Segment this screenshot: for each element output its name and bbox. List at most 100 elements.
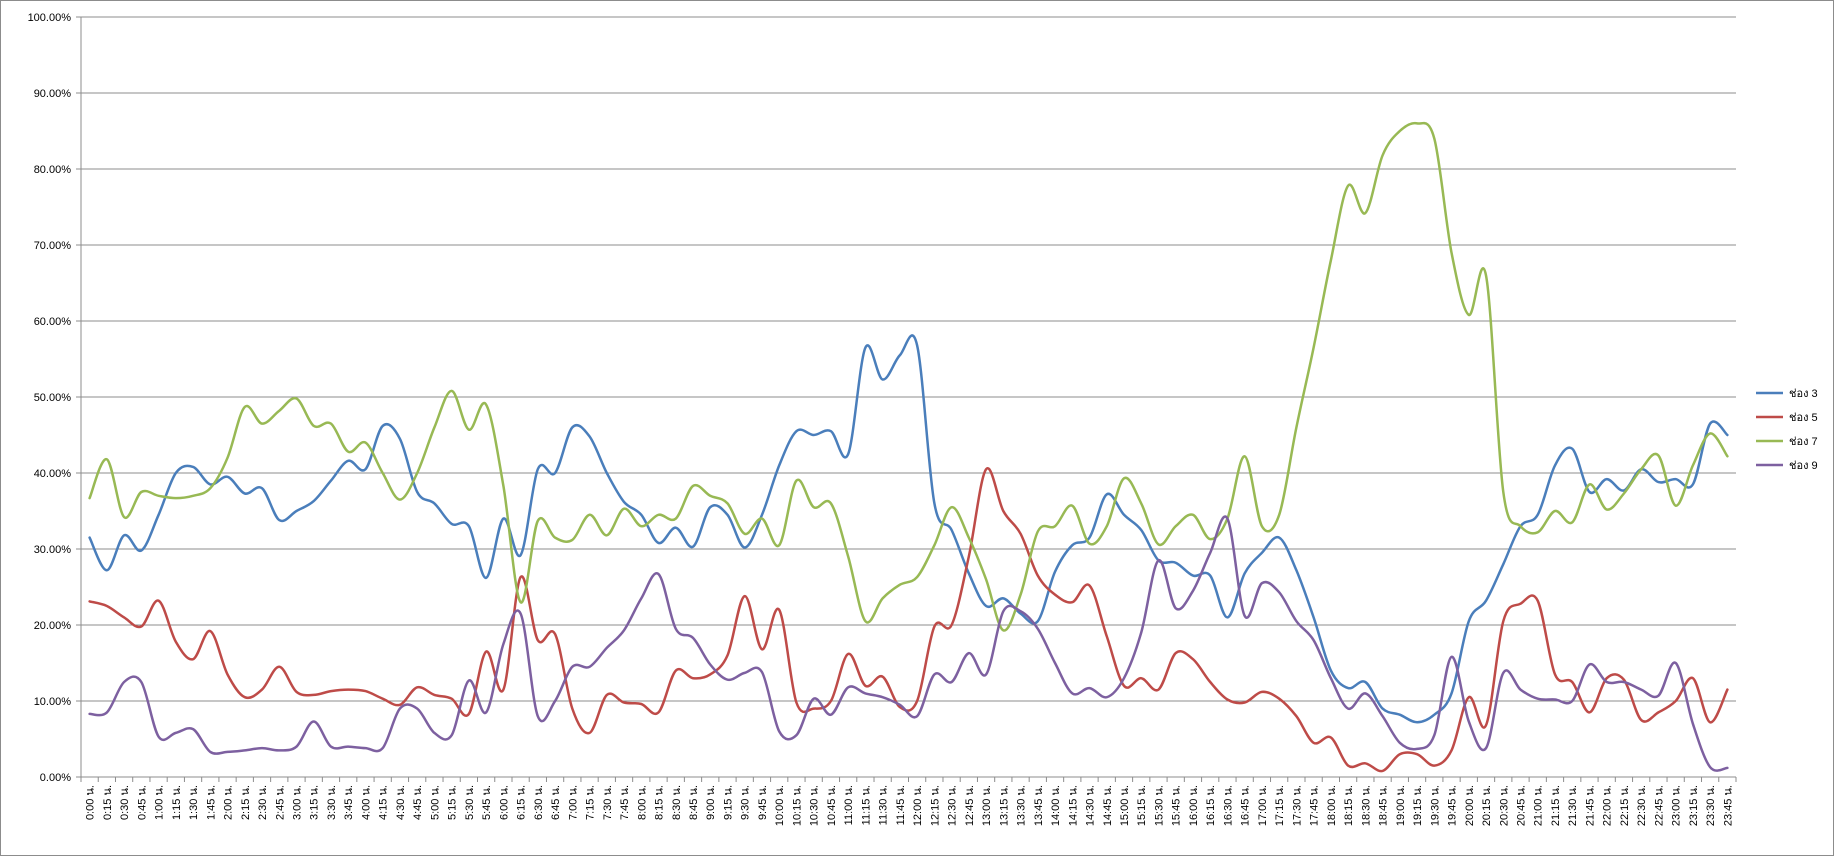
series-line-2 [88, 467, 1729, 773]
x-tick-label: 6:15 น. [516, 785, 528, 820]
x-tick-label: 22:45 น. [1653, 785, 1665, 826]
x-tick-label: 4:45 น. [412, 785, 424, 820]
x-tick-label: 10:15 น. [791, 785, 803, 826]
x-tick-label: 23:00 น. [1671, 785, 1683, 826]
axes [76, 16, 1737, 782]
legend-label-3: ช่อง 7 [1789, 436, 1818, 448]
x-tick-label: 7:00 น. [567, 785, 579, 820]
x-tick-label: 17:00 น. [1257, 785, 1269, 826]
x-tick-label: 10:45 น. [826, 785, 838, 826]
gridlines [81, 16, 1736, 702]
x-tick-label: 20:45 น. [1516, 785, 1528, 826]
legend: ช่อง 3 ช่อง 5 ช่อง 7 ช่อง 9 [1756, 388, 1818, 472]
x-tick-label: 0:00 น. [85, 785, 97, 820]
x-tick-label: 13:00 น. [981, 785, 993, 826]
x-tick-label: 8:00 น. [636, 785, 648, 820]
x-tick-label: 8:45 น. [688, 785, 700, 820]
legend-label-1: ช่อง 3 [1789, 388, 1818, 400]
x-tick-label: 18:00 น. [1326, 785, 1338, 826]
x-tick-label: 3:15 น. [309, 785, 321, 820]
x-tick-label: 8:15 น. [654, 785, 666, 820]
x-tick-label: 22:15 น. [1619, 785, 1631, 826]
x-tick-label: 19:00 น. [1395, 785, 1407, 826]
x-tick-label: 7:15 น. [585, 785, 597, 820]
x-tick-label: 0:45 น. [136, 785, 148, 820]
x-tick-label: 2:15 น. [240, 785, 252, 820]
x-tick-label: 11:00 น. [843, 785, 855, 825]
y-tick-label: 90.00% [34, 88, 72, 100]
y-tick-label: 70.00% [34, 240, 72, 252]
x-tick-label: 11:15 น. [860, 785, 872, 825]
x-tick-label: 21:00 น. [1533, 785, 1545, 826]
series-lines [88, 121, 1729, 773]
y-tick-label: 80.00% [34, 164, 72, 176]
x-tick-label: 14:45 น. [1102, 785, 1114, 826]
x-tick-label: 16:45 น. [1240, 785, 1252, 826]
x-tick-label: 8:30 น. [671, 785, 683, 820]
x-tick-label: 21:45 น. [1584, 785, 1596, 826]
y-tick-label: 40.00% [34, 468, 72, 480]
y-tick-label: 0.00% [40, 772, 71, 784]
x-tick-label: 7:30 น. [602, 785, 614, 820]
legend-label-4: ช่อง 9 [1789, 460, 1818, 472]
x-tick-label: 4:00 น. [360, 785, 372, 820]
x-tick-label: 16:15 น. [1205, 785, 1217, 826]
x-tick-label: 9:00 น. [705, 785, 717, 820]
x-tick-label: 19:30 น. [1429, 785, 1441, 826]
series-line-1 [88, 334, 1729, 724]
x-tick-label: 1:45 น. [205, 785, 217, 820]
x-tick-label: 2:45 น. [274, 785, 286, 820]
x-tick-label: 1:15 น. [171, 785, 183, 820]
y-tick-label: 30.00% [34, 544, 72, 556]
x-tick-label: 3:30 น. [326, 785, 338, 820]
x-tick-label: 3:00 น. [291, 785, 303, 820]
x-tick-label: 20:15 น. [1481, 785, 1493, 826]
x-tick-label: 0:30 น. [119, 785, 131, 820]
x-tick-label: 10:00 น. [774, 785, 786, 826]
y-axis-tick-labels: 0.00% 10.00% 20.00% 30.00% 40.00% 50.00% 60.00… [28, 12, 72, 784]
y-tick-label: 60.00% [34, 316, 72, 328]
y-tick-label: 10.00% [34, 696, 72, 708]
y-tick-label: 100.00% [28, 12, 72, 24]
x-tick-label: 4:15 น. [378, 785, 390, 820]
x-axis-tick-labels: 0:00 น. 0:15 น. 0:30 น. 0:45 น. 1:00 น. 1:15 … [85, 785, 1735, 826]
series-line-3 [88, 121, 1729, 632]
x-tick-label: 3:45 น. [343, 785, 355, 820]
x-tick-label: 13:45 น. [1033, 785, 1045, 826]
x-tick-label: 2:30 น. [257, 785, 269, 820]
x-tick-label: 5:15 น. [447, 785, 459, 820]
x-tick-label: 9:15 น. [722, 785, 734, 820]
x-tick-label: 7:45 น. [619, 785, 631, 820]
x-tick-label: 21:30 น. [1567, 785, 1579, 826]
x-tick-label: 6:45 น. [550, 785, 562, 820]
legend-label-2: ช่อง 5 [1789, 412, 1818, 424]
x-tick-label: 17:30 น. [1291, 785, 1303, 826]
x-tick-label: 0:15 น. [102, 785, 114, 820]
x-tick-label: 23:45 น. [1722, 785, 1734, 826]
x-tick-label: 1:30 น. [188, 785, 200, 820]
x-tick-label: 10:30 น. [809, 785, 821, 826]
x-tick-label: 5:45 น. [481, 785, 493, 820]
x-tick-label: 17:45 น. [1309, 785, 1321, 826]
x-tick-label: 15:15 น. [1136, 785, 1148, 826]
x-tick-label: 20:00 น. [1464, 785, 1476, 826]
x-tick-label: 5:00 น. [429, 785, 441, 820]
x-tick-label: 6:30 น. [533, 785, 545, 820]
x-tick-label: 18:15 น. [1343, 785, 1355, 826]
x-tick-label: 12:45 น. [964, 785, 976, 826]
x-tick-label: 18:30 น. [1360, 785, 1372, 826]
x-tick-label: 4:30 น. [395, 785, 407, 820]
x-tick-label: 2:00 น. [223, 785, 235, 820]
x-tick-label: 14:00 น. [1050, 785, 1062, 826]
y-tick-label: 20.00% [34, 620, 72, 632]
x-tick-label: 12:30 น. [947, 785, 959, 826]
x-tick-label: 19:45 น. [1447, 785, 1459, 826]
x-tick-label: 17:15 น. [1274, 785, 1286, 826]
x-tick-label: 16:00 น. [1188, 785, 1200, 826]
x-tick-label: 21:15 น. [1550, 785, 1562, 826]
x-tick-label: 20:30 น. [1498, 785, 1510, 826]
x-tick-label: 12:00 น. [912, 785, 924, 826]
x-tick-label: 6:00 น. [498, 785, 510, 820]
